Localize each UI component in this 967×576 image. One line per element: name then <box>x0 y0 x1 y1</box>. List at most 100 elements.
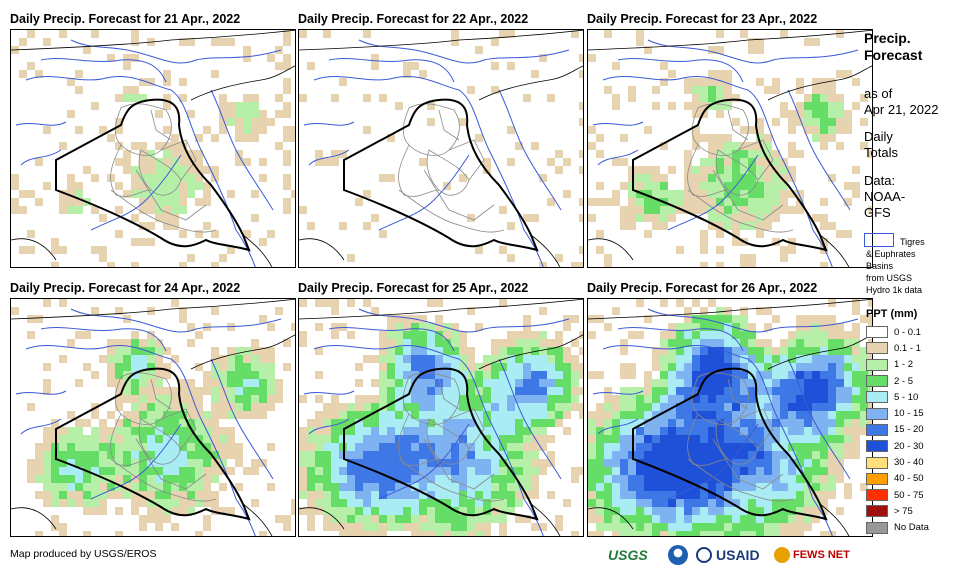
precip-cell <box>756 355 764 363</box>
precip-cell <box>852 190 860 198</box>
precip-cell <box>171 499 179 507</box>
precip-cell <box>451 30 459 38</box>
precip-cell <box>716 395 724 403</box>
basin-line1: Tigres <box>900 237 925 247</box>
precip-cell <box>692 198 700 206</box>
precip-cell <box>459 515 467 523</box>
precip-cell <box>35 158 43 166</box>
precip-cell <box>507 379 515 387</box>
precip-cell <box>19 190 27 198</box>
precip-cell <box>740 30 748 38</box>
precip-cell <box>83 507 91 515</box>
precip-cell <box>612 102 620 110</box>
river-basin-line <box>358 308 570 333</box>
precip-cell <box>451 339 459 347</box>
precip-cell <box>251 126 259 134</box>
precip-cell <box>163 347 171 355</box>
precip-cell <box>579 403 583 411</box>
precip-cell <box>852 307 860 315</box>
precip-cell <box>788 126 796 134</box>
precip-cell <box>812 86 820 94</box>
precip-cell <box>387 515 395 523</box>
precip-cell <box>115 467 123 475</box>
precip-cell <box>828 126 836 134</box>
precip-cell <box>243 355 251 363</box>
precip-cell <box>59 206 67 214</box>
precip-cell <box>187 451 195 459</box>
precip-cell <box>43 435 51 443</box>
precip-cell <box>507 371 515 379</box>
precip-cell <box>764 411 772 419</box>
precip-cell <box>740 307 748 315</box>
precip-cell <box>411 62 419 70</box>
precip-cell <box>195 158 203 166</box>
precip-cell <box>531 459 539 467</box>
precip-cell <box>764 182 772 190</box>
precip-cell <box>35 491 43 499</box>
precip-cell <box>299 483 307 491</box>
precip-cell <box>844 379 852 387</box>
precip-cell <box>780 475 788 483</box>
precip-cell <box>828 467 836 475</box>
precip-cell <box>299 459 307 467</box>
precip-cell <box>708 387 716 395</box>
precip-cell <box>139 222 147 230</box>
precip-cell <box>515 379 523 387</box>
precip-cell <box>331 331 339 339</box>
basin-line5: Hydro 1k data <box>866 285 923 295</box>
precip-cell <box>475 419 483 427</box>
precip-cell <box>435 507 443 515</box>
precip-cell <box>796 371 804 379</box>
precip-cell <box>123 347 131 355</box>
precip-cell <box>459 483 467 491</box>
precip-cell <box>395 467 403 475</box>
precip-cell <box>772 86 780 94</box>
river-basin-line <box>328 58 455 83</box>
precip-cell <box>636 491 644 499</box>
precip-cell <box>828 110 836 118</box>
precip-cell <box>788 347 796 355</box>
precip-cell <box>491 387 499 395</box>
precip-cell <box>796 379 804 387</box>
precip-cell <box>75 483 83 491</box>
precip-cell <box>708 323 716 331</box>
precip-cell <box>443 371 451 379</box>
precip-cell <box>387 315 395 323</box>
usgs-logo-text: USGS <box>608 547 648 563</box>
precip-cell <box>299 94 307 102</box>
precip-cell <box>788 467 796 475</box>
province-boundary <box>402 103 460 156</box>
precip-cell <box>211 166 219 174</box>
precip-cell <box>868 387 872 395</box>
precip-cell <box>91 499 99 507</box>
precip-cell <box>547 387 555 395</box>
precip-cell <box>515 419 523 427</box>
precip-cell <box>796 347 804 355</box>
precip-cell <box>419 347 427 355</box>
precip-cell <box>363 403 371 411</box>
precip-cell <box>275 46 283 54</box>
precip-cell <box>283 78 291 86</box>
precip-cell <box>756 427 764 435</box>
precip-cell <box>571 531 579 536</box>
precip-cell <box>684 411 692 419</box>
precip-cell <box>339 150 347 158</box>
river-basin-line <box>592 121 644 126</box>
precip-cell <box>764 515 772 523</box>
precip-cell <box>179 38 187 46</box>
precip-cell <box>259 315 267 323</box>
precip-cell <box>724 531 732 536</box>
precip-cell <box>700 262 708 267</box>
precip-cell <box>219 102 227 110</box>
precip-cell <box>27 467 35 475</box>
precip-cell <box>467 475 475 483</box>
precip-cell <box>155 427 163 435</box>
precip-cell <box>131 483 139 491</box>
precip-cell <box>652 206 660 214</box>
precip-cell <box>788 206 796 214</box>
precip-cell <box>491 435 499 443</box>
precip-cell <box>195 230 203 238</box>
precip-cell <box>451 499 459 507</box>
precip-cell <box>547 379 555 387</box>
precip-cell <box>323 467 331 475</box>
